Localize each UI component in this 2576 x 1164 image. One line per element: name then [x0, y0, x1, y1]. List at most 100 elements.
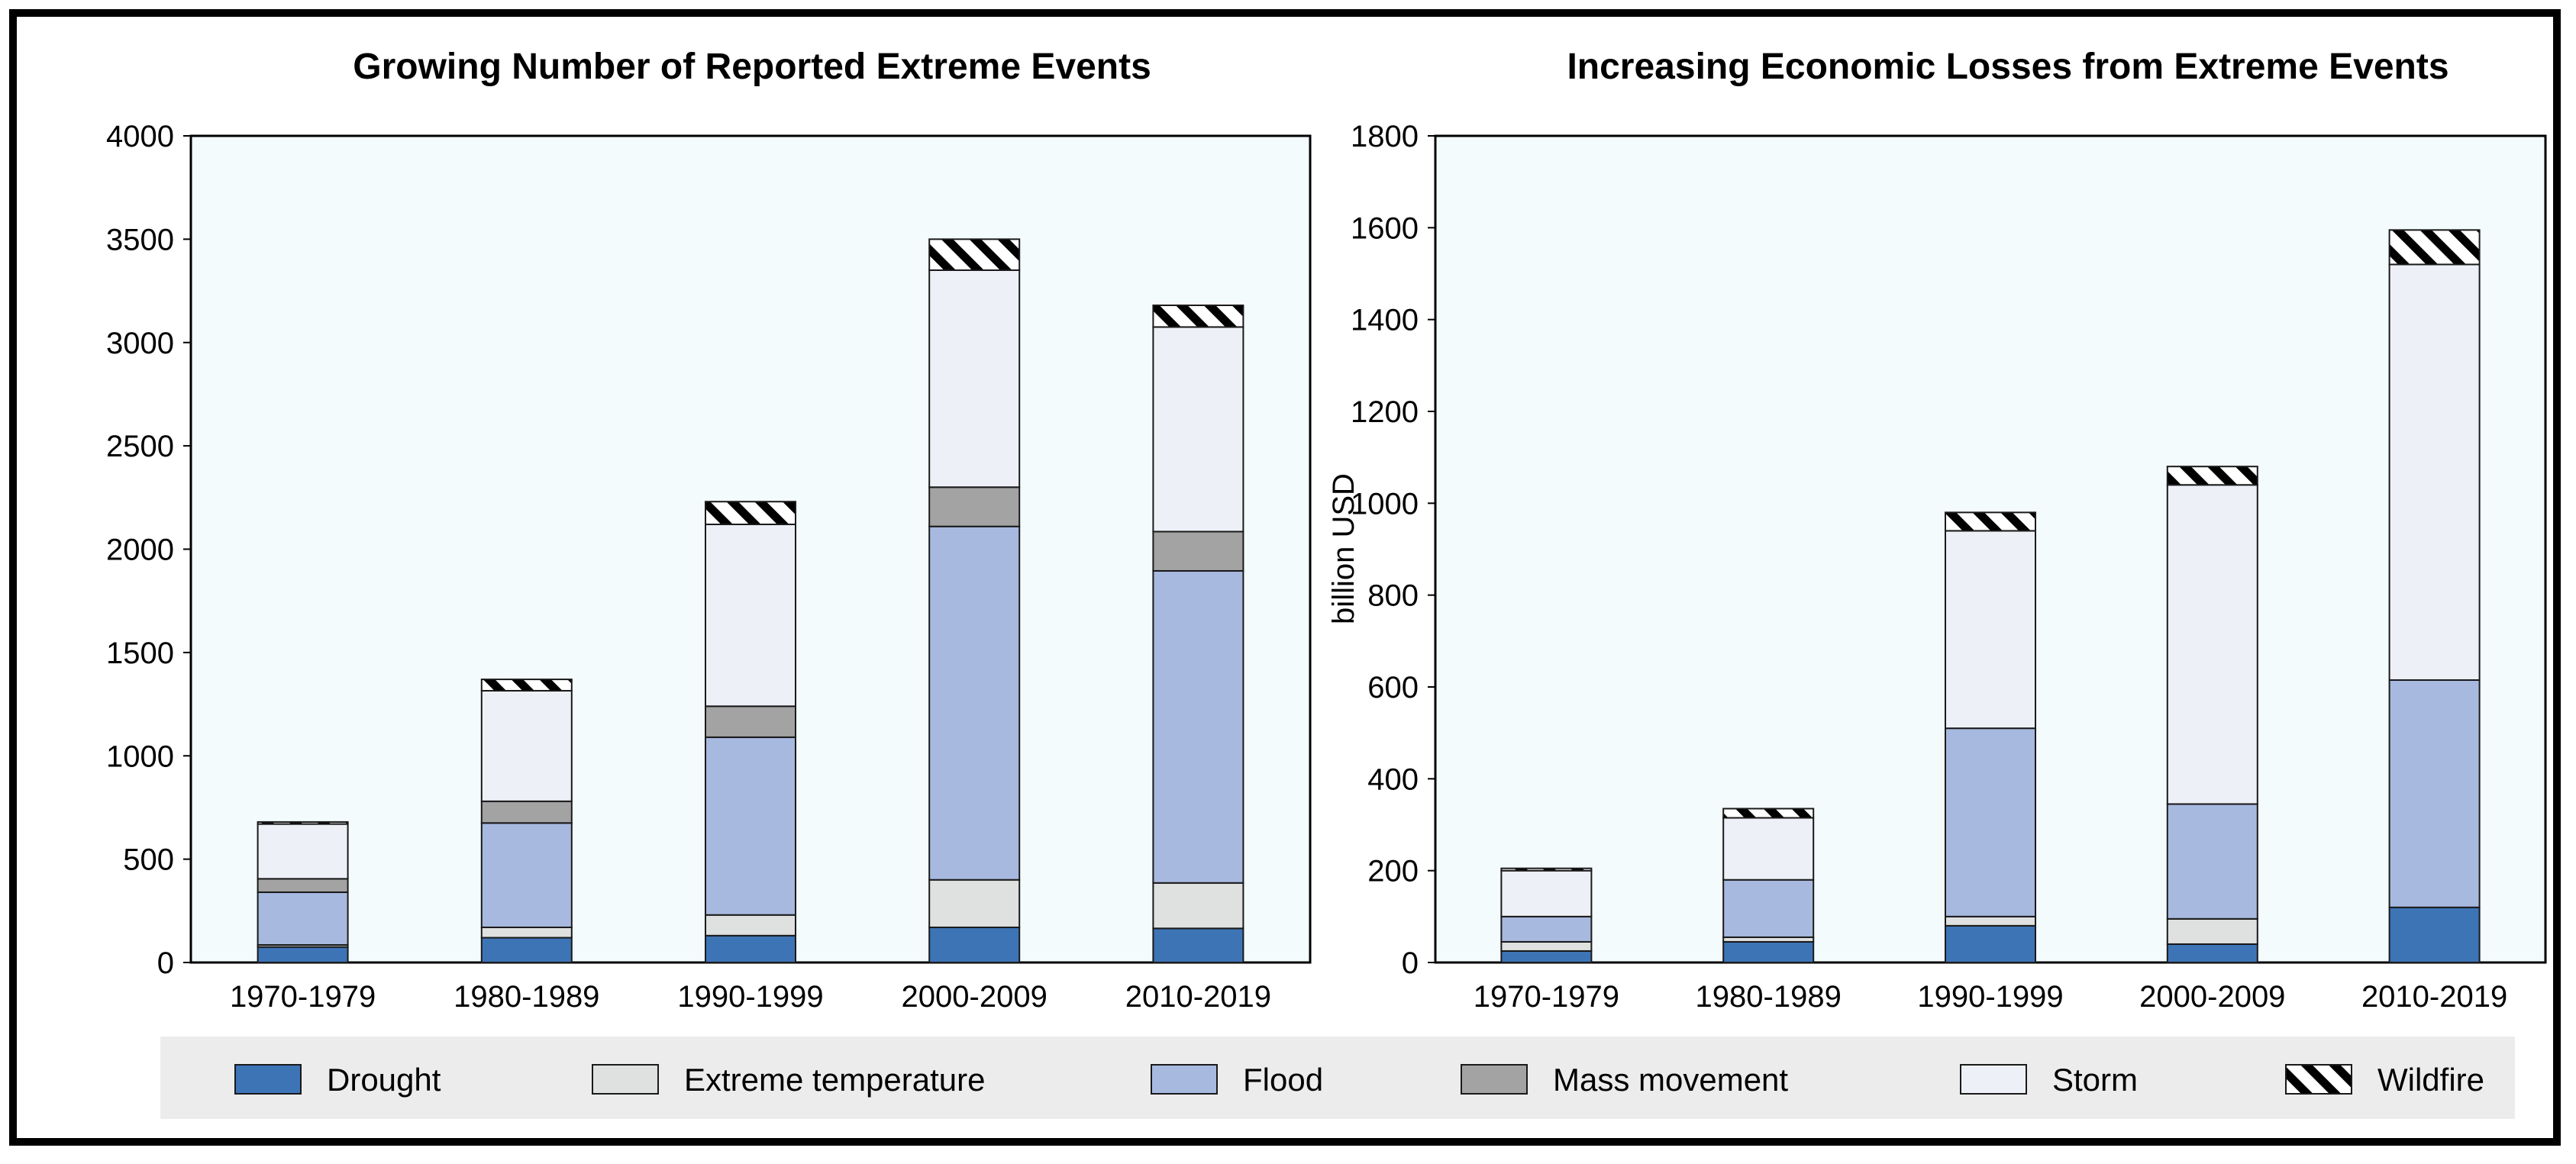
bar-segment-storm: [1500, 869, 1593, 917]
chart-reported-events: Growing Number of Reported Extreme Event…: [106, 47, 1312, 1014]
legend-swatch: [2285, 1064, 2352, 1095]
x-tick-label: 1990-1999: [1917, 980, 2063, 1014]
bar-segment-wildfire: [1500, 867, 1593, 872]
bar-segment-drought: [1945, 924, 2036, 964]
bar-segment-mass-movement: [257, 878, 349, 893]
bar-segment-wildfire: [1945, 511, 2036, 532]
y-tick-label: 1000: [106, 740, 174, 773]
bar-segment-storm: [705, 524, 796, 708]
x-tick-label: 2010-2019: [2361, 980, 2507, 1014]
bar-segment-wildfire: [705, 501, 796, 526]
x-tick-label: 1970-1979: [230, 980, 376, 1014]
y-tick-label: 600: [1367, 671, 1419, 705]
bar-segment-mass-movement: [1152, 530, 1244, 572]
legend-swatch: [1960, 1064, 2027, 1095]
bar-segment-flood: [257, 891, 349, 946]
bar-segment-storm: [1945, 530, 2036, 730]
bars: [257, 238, 1244, 964]
bar-segment-mass-movement: [928, 486, 1021, 527]
chart-title: Growing Number of Reported Extreme Event…: [353, 47, 1151, 87]
bar-segment-flood: [928, 525, 1021, 881]
bar-segment-storm: [257, 823, 349, 880]
bar-stack-1970-1979: [257, 821, 349, 963]
legend-label: Flood: [1243, 1062, 1323, 1098]
x-axis-tick-labels: 1970-1979 1980-1989 1990-1999 2000-2009 2010…: [230, 980, 1271, 1014]
y-tick-label: 2500: [106, 430, 174, 463]
legend-item-storm: Storm: [1960, 1062, 2138, 1098]
bar-stack-2000-2009: [2166, 466, 2258, 964]
bar-segment-wildfire: [1152, 305, 1244, 328]
legend-label: Drought: [327, 1062, 441, 1098]
bar-segment-storm: [2166, 484, 2258, 805]
bar-stack-2010-2019: [1152, 305, 1244, 964]
bar-stack-1990-1999: [705, 501, 796, 963]
bar-segment-extreme-temperature: [1152, 882, 1244, 930]
y-tick-label: 200: [1367, 855, 1419, 888]
bar-segment-flood: [480, 822, 573, 928]
bar-stack-1970-1979: [1500, 867, 1593, 964]
bar-stack-2000-2009: [928, 238, 1021, 964]
bar-segment-flood: [705, 736, 796, 916]
legend-label: Extreme temperature: [684, 1062, 986, 1098]
legend-swatch: [1151, 1064, 1218, 1095]
legend-items: Drought Extreme temperature Flood Mass move…: [234, 1062, 2484, 1098]
bar-segment-drought: [480, 937, 573, 964]
y-tick-label: 500: [123, 843, 174, 877]
bars: [1500, 229, 2481, 964]
bar-segment-drought: [2166, 943, 2258, 964]
bar-segment-flood: [1722, 879, 1815, 938]
x-tick-label: 2000-2009: [902, 980, 1048, 1014]
bar-segment-storm: [1152, 326, 1244, 533]
bar-segment-mass-movement: [705, 705, 796, 738]
y-tick-label: 800: [1367, 579, 1419, 613]
y-tick-label: 1400: [1351, 304, 1419, 337]
y-tick-label: 1000: [1351, 487, 1419, 521]
bar-stack-1980-1989: [1722, 808, 1815, 964]
bar-segment-wildfire: [2388, 229, 2481, 266]
legend-item-mass-movement: Mass movement: [1461, 1062, 1788, 1098]
legend-label: Mass movement: [1553, 1062, 1788, 1098]
x-tick-label: 1980-1989: [454, 980, 599, 1014]
x-tick-label: 2000-2009: [2139, 980, 2285, 1014]
bar-segment-wildfire: [257, 821, 349, 825]
y-axis-tick-labels: 0 500 1000 1500 2000 2500 3000 3500 4000: [106, 120, 191, 980]
y-tick-label: 2000: [106, 534, 174, 567]
bar-segment-extreme-temperature: [1945, 915, 2036, 927]
y-tick-label: 1500: [106, 637, 174, 670]
bar-segment-flood: [1500, 915, 1593, 943]
bar-stack-1990-1999: [1945, 511, 2036, 964]
bar-segment-drought: [257, 946, 349, 963]
bar-segment-extreme-temperature: [705, 914, 796, 937]
chart-title: Increasing Economic Losses from Extreme …: [1567, 47, 2448, 87]
y-tick-label: 4000: [106, 120, 174, 153]
x-tick-label: 1980-1989: [1696, 980, 1842, 1014]
bar-segment-drought: [705, 934, 796, 963]
legend-label: Storm: [2052, 1062, 2138, 1098]
bar-segment-drought: [2388, 906, 2481, 964]
bar-segment-extreme-temperature: [928, 879, 1021, 928]
bar-segment-wildfire: [2166, 466, 2258, 486]
x-tick-label: 1970-1979: [1474, 980, 1619, 1014]
legend-swatch: [1461, 1064, 1528, 1095]
bar-segment-flood: [1945, 727, 2036, 917]
y-axis-label: billion USD: [1327, 473, 1361, 624]
x-axis-tick-labels: 1970-1979 1980-1989 1990-1999 2000-2009 2010…: [1474, 980, 2507, 1014]
bar-segment-flood: [2388, 679, 2481, 908]
legend-label: Wildfire: [2377, 1062, 2484, 1098]
legend-item-extreme-temperature: Extreme temperature: [592, 1062, 986, 1098]
y-tick-label: 400: [1367, 763, 1419, 796]
y-tick-label: 0: [1402, 946, 1419, 980]
legend-item-drought: Drought: [234, 1062, 441, 1098]
chart-economic-losses: Increasing Economic Losses from Extreme …: [1327, 47, 2547, 1014]
bar-segment-extreme-temperature: [480, 926, 573, 939]
bar-stack-2010-2019: [2388, 229, 2481, 964]
y-tick-label: 3000: [106, 327, 174, 360]
y-tick-label: 1600: [1351, 211, 1419, 245]
bar-segment-storm: [2388, 263, 2481, 681]
bar-segment-drought: [928, 926, 1021, 964]
bar-segment-drought: [1152, 927, 1244, 964]
bar-segment-extreme-temperature: [2166, 917, 2258, 945]
legend-item-wildfire: Wildfire: [2285, 1062, 2484, 1098]
y-tick-label: 1200: [1351, 395, 1419, 429]
bar-segment-storm: [480, 689, 573, 802]
